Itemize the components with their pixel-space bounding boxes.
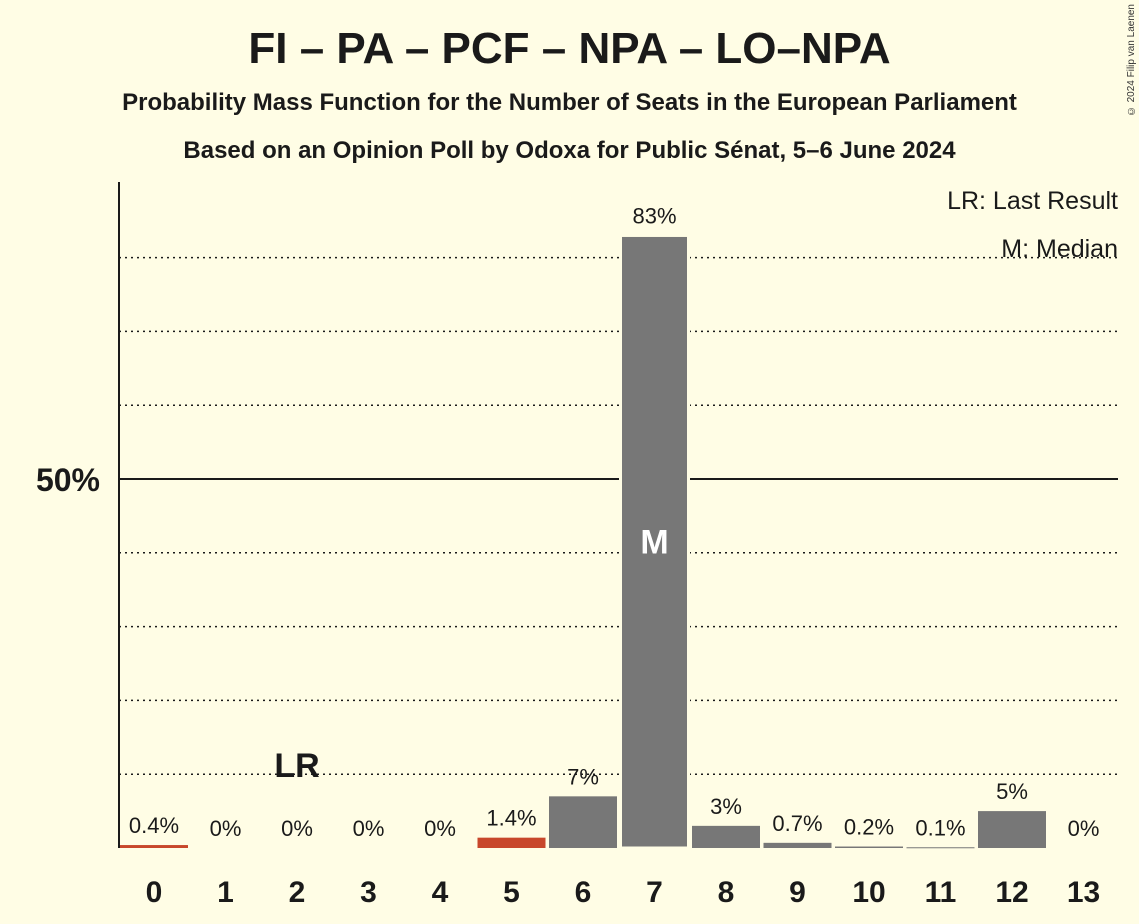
bar-label-0: 0.4%	[129, 813, 179, 838]
x-tick-label-0: 0	[146, 876, 163, 909]
bar-label-6: 7%	[567, 764, 599, 789]
chart-subtitle: Probability Mass Function for the Number…	[122, 89, 1017, 116]
x-tick-label-13: 13	[1067, 876, 1100, 909]
last-result-marker: LR	[274, 747, 319, 785]
bar-label-8: 3%	[710, 794, 742, 819]
chart-title: FI – PA – PCF – NPA – LO–NPA	[248, 24, 891, 73]
x-tick-label-11: 11	[925, 876, 957, 909]
bar-label-4: 0%	[424, 816, 456, 841]
x-tick-label-9: 9	[789, 876, 806, 909]
bar-10	[835, 846, 903, 848]
chart-source: Based on an Opinion Poll by Odoxa for Pu…	[183, 137, 956, 164]
bar-label-5: 1.4%	[486, 806, 536, 831]
bar-label-10: 0.2%	[844, 815, 894, 840]
bar-8	[692, 825, 760, 848]
bar-7	[619, 233, 690, 850]
x-tick-label-2: 2	[289, 876, 306, 909]
bar-label-11: 0.1%	[915, 815, 965, 840]
bar-0	[120, 845, 188, 848]
bar-label-3: 0%	[353, 816, 385, 841]
x-tick-label-8: 8	[718, 876, 735, 909]
bar-labels: 0.4% 0% 0% LR 0% 0% 1.4% 7% 83% M 3% 0.7% 0.2% 0.1% 5%…	[129, 203, 1099, 841]
median-marker: M	[640, 524, 668, 562]
x-tick-label-12: 12	[995, 876, 1028, 909]
bar-12	[978, 811, 1046, 848]
bar-5	[477, 837, 546, 848]
gridlines	[119, 256, 1118, 775]
x-tick-label-3: 3	[360, 876, 377, 909]
bar-11	[906, 847, 975, 849]
bars	[120, 233, 1046, 850]
bar-label-1: 0%	[210, 816, 242, 841]
legend-last-result: LR: Last Result	[947, 187, 1118, 215]
x-tick-label-10: 10	[852, 876, 885, 909]
bar-label-7: 83%	[632, 203, 676, 228]
bar-9	[763, 842, 832, 848]
x-tick-label-1: 1	[217, 876, 234, 909]
x-tick-labels: 0 1 2 3 4 5 6 7 8 9 10 11 12 13	[146, 876, 1101, 909]
bar-label-2: 0%	[281, 816, 313, 841]
bar-label-13: 0%	[1068, 816, 1100, 841]
legend-median: M: Median	[1001, 235, 1118, 263]
x-tick-label-7: 7	[646, 876, 663, 909]
bar-6	[549, 796, 617, 848]
x-tick-label-6: 6	[575, 876, 592, 909]
y-tick-label-50: 50%	[36, 462, 100, 498]
bar-label-12: 5%	[996, 779, 1028, 804]
x-tick-label-5: 5	[503, 876, 520, 909]
bar-label-9: 0.7%	[772, 811, 822, 836]
x-tick-label-4: 4	[432, 876, 449, 909]
